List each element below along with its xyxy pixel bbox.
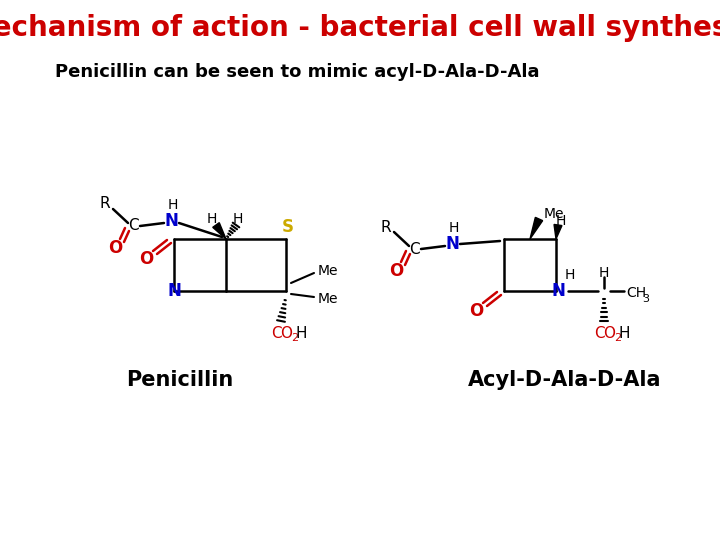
Text: Penicillin: Penicillin (127, 370, 233, 390)
Text: R: R (381, 219, 391, 234)
Text: H: H (556, 214, 566, 228)
Text: O: O (389, 262, 403, 280)
Text: CH: CH (626, 286, 646, 300)
Text: H: H (449, 221, 459, 235)
Polygon shape (212, 222, 226, 239)
Text: 2: 2 (292, 333, 299, 343)
Text: N: N (551, 282, 565, 300)
Text: C: C (594, 327, 604, 341)
Text: H: H (564, 268, 575, 282)
Text: C: C (271, 327, 282, 341)
Text: N: N (164, 212, 178, 230)
Text: S: S (282, 218, 294, 236)
Text: Penicillin can be seen to mimic acyl-D-Ala-D-Ala: Penicillin can be seen to mimic acyl-D-A… (55, 63, 539, 81)
Text: Mechanism of action - bacterial cell wall synthesis: Mechanism of action - bacterial cell wal… (0, 14, 720, 42)
Text: Me: Me (318, 292, 338, 306)
Text: N: N (445, 235, 459, 253)
Text: C: C (127, 219, 138, 233)
Text: O: O (469, 302, 483, 320)
Text: Me: Me (318, 264, 338, 278)
Polygon shape (530, 218, 543, 239)
Text: H: H (168, 198, 178, 212)
Text: O: O (603, 327, 615, 341)
Text: 3: 3 (642, 294, 649, 304)
Text: H: H (207, 212, 217, 226)
Text: H: H (295, 327, 307, 341)
Text: Me: Me (544, 207, 564, 221)
Text: Acyl-D-Ala-D-Ala: Acyl-D-Ala-D-Ala (468, 370, 662, 390)
Text: 2: 2 (614, 333, 621, 343)
Text: R: R (99, 197, 110, 212)
Text: O: O (108, 239, 122, 257)
Text: H: H (233, 212, 243, 226)
Text: O: O (280, 327, 292, 341)
Text: H: H (618, 327, 630, 341)
Text: C: C (409, 241, 419, 256)
Text: H: H (599, 266, 609, 280)
Text: O: O (139, 250, 153, 268)
Polygon shape (554, 225, 562, 239)
Text: N: N (167, 282, 181, 300)
